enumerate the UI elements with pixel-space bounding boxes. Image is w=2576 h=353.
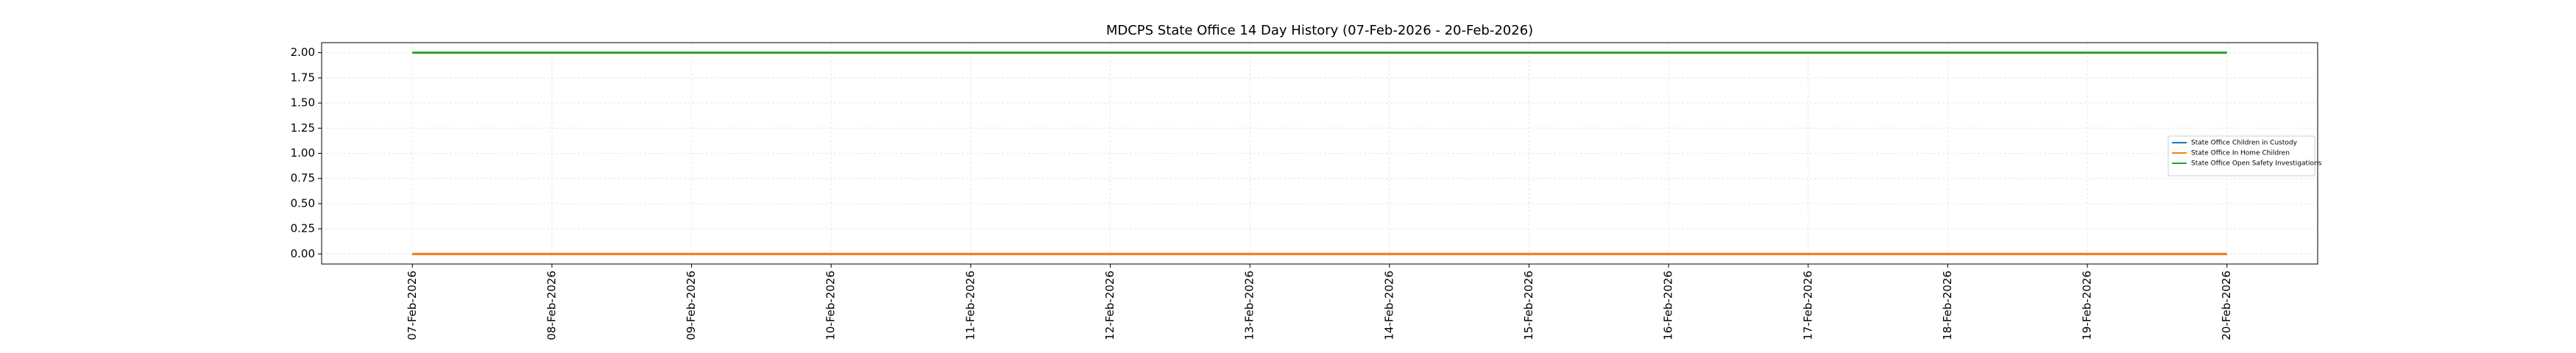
y-tick-label: 2.00 bbox=[291, 46, 315, 59]
x-tick-label: 07-Feb-2026 bbox=[406, 271, 419, 340]
legend-label: State Office In Home Children bbox=[2191, 150, 2290, 157]
x-tick-label: 10-Feb-2026 bbox=[824, 271, 838, 340]
x-tick-label: 16-Feb-2026 bbox=[1662, 271, 1675, 340]
y-tick-label: 0.00 bbox=[291, 247, 315, 260]
x-tick-label: 14-Feb-2026 bbox=[1382, 271, 1395, 340]
x-tick-label: 19-Feb-2026 bbox=[2081, 271, 2094, 340]
legend-box bbox=[2168, 135, 2315, 176]
y-tick-label: 1.25 bbox=[291, 121, 315, 135]
legend-label: State Office Open Safety Investigations bbox=[2191, 160, 2322, 168]
y-tick-label: 0.25 bbox=[291, 222, 315, 235]
y-tick-label: 0.50 bbox=[291, 196, 315, 210]
legend: State Office Children in Custody State Of… bbox=[2168, 135, 2322, 176]
y-tick-label: 1.00 bbox=[291, 146, 315, 160]
x-tick-label: 08-Feb-2026 bbox=[545, 271, 558, 340]
x-tick-label: 09-Feb-2026 bbox=[684, 271, 698, 340]
y-tick-label: 1.50 bbox=[291, 96, 315, 110]
x-tick-label: 11-Feb-2026 bbox=[963, 271, 977, 340]
x-tick-label: 12-Feb-2026 bbox=[1103, 271, 1117, 340]
x-tick-label: 20-Feb-2026 bbox=[2220, 271, 2233, 340]
x-tick-label: 17-Feb-2026 bbox=[1801, 271, 1814, 340]
x-tick-label: 15-Feb-2026 bbox=[1522, 271, 1535, 340]
legend-label: State Office Children in Custody bbox=[2191, 140, 2298, 147]
plot-frame bbox=[321, 42, 2318, 265]
y-tick-label: 0.75 bbox=[291, 171, 315, 185]
chart-title: MDCPS State Office 14 Day History (07-Fe… bbox=[1106, 23, 1533, 38]
x-tick-label: 18-Feb-2026 bbox=[1941, 271, 1954, 340]
y-tick-label: 1.75 bbox=[291, 71, 315, 84]
x-tick-label: 13-Feb-2026 bbox=[1243, 271, 1256, 340]
